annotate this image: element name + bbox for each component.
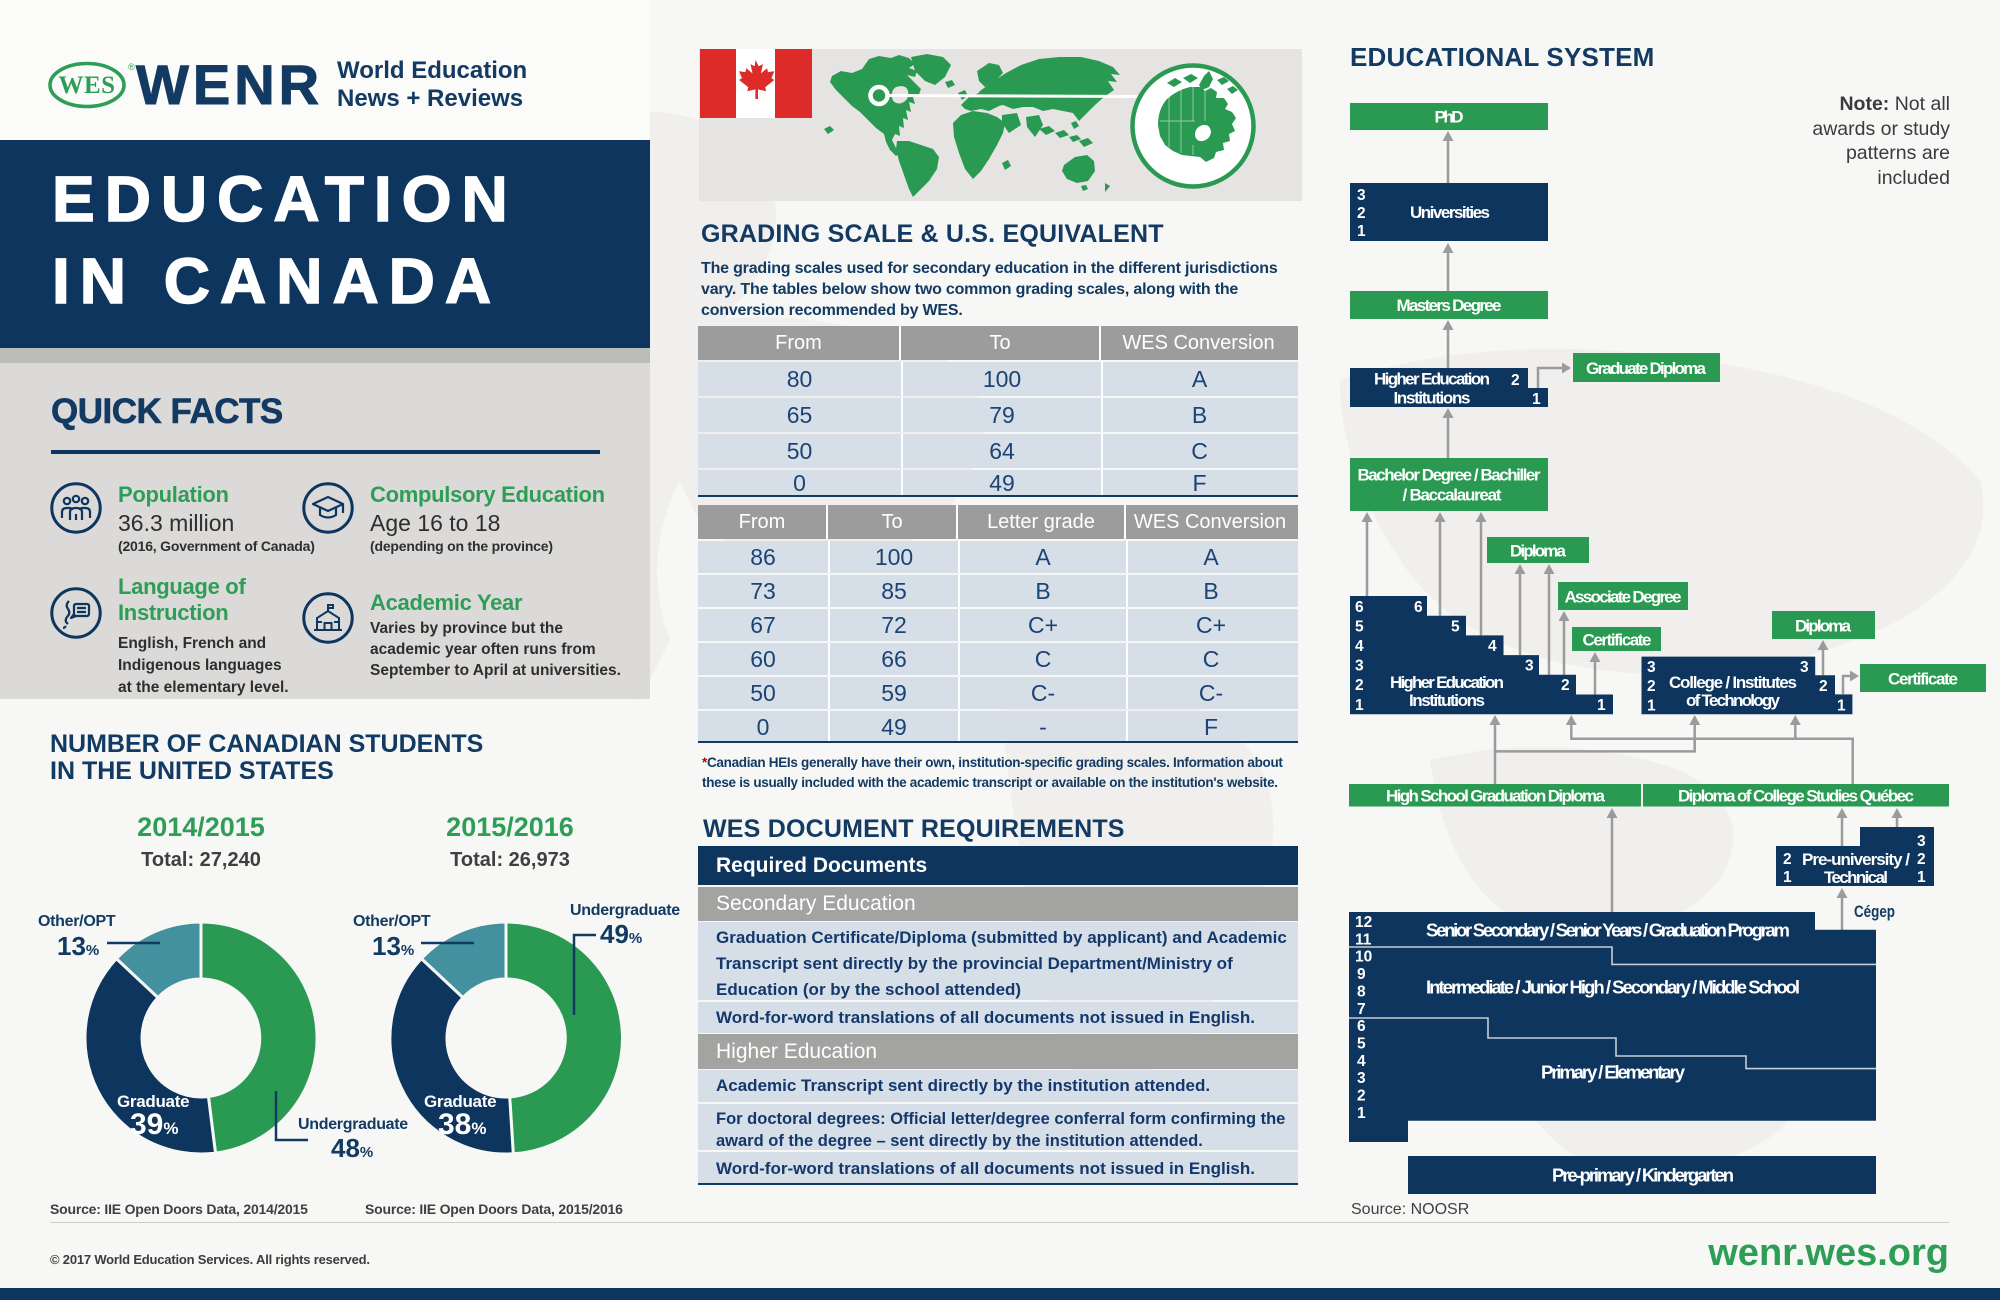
svg-text:1: 1 [1647,698,1656,715]
svg-text:High School Graduation Diploma: High School Graduation Diploma [1386,787,1606,806]
svg-text:College / Institutes: College / Institutes [1669,673,1797,692]
svg-text:Technical: Technical [1824,868,1888,887]
svg-text:Senior Secondary / Senior Year: Senior Secondary / Senior Years / Gradua… [1426,920,1790,941]
svg-text:Diploma of College Studies Qué: Diploma of College Studies Québec [1678,787,1914,806]
svg-text:Intermediate / Junior High / S: Intermediate / Junior High / Secondary /… [1426,977,1800,998]
svg-text:10: 10 [1355,949,1372,966]
svg-text:3: 3 [1917,833,1926,850]
svg-text:4: 4 [1355,638,1364,655]
svg-text:5: 5 [1355,619,1364,636]
svg-text:Pre-university /: Pre-university / [1802,850,1910,869]
svg-text:®: ® [128,62,135,72]
svg-text:Masters Degree: Masters Degree [1397,296,1502,315]
svg-text:1: 1 [1357,1105,1366,1122]
svg-text:3: 3 [1355,658,1364,675]
svg-text:1: 1 [1597,697,1606,714]
svg-text:7: 7 [1357,1001,1366,1018]
svg-text:Universities: Universities [1410,203,1490,222]
svg-text:6: 6 [1355,599,1364,616]
svg-text:Diploma: Diploma [1510,542,1567,561]
svg-text:12: 12 [1355,914,1372,931]
svg-text:5: 5 [1357,1036,1366,1053]
svg-text:2: 2 [1355,677,1364,694]
svg-text:Higher Education: Higher Education [1390,673,1504,692]
svg-text:6: 6 [1414,599,1423,616]
svg-text:Certificate: Certificate [1583,631,1652,650]
svg-text:3: 3 [1800,659,1809,676]
svg-text:1: 1 [1355,697,1364,714]
svg-text:of Technology: of Technology [1686,691,1781,710]
svg-text:2: 2 [1561,677,1570,694]
svg-text:8: 8 [1357,983,1366,1000]
svg-text:2: 2 [1819,678,1828,695]
svg-text:WES: WES [58,72,115,99]
svg-text:3: 3 [1357,1070,1366,1087]
svg-text:1: 1 [1783,869,1792,886]
svg-text:Diploma: Diploma [1795,617,1852,636]
svg-text:Associate Degree: Associate Degree [1565,588,1682,607]
svg-text:Bachelor Degree / Bachiller: Bachelor Degree / Bachiller [1358,466,1541,485]
svg-text:3: 3 [1357,187,1366,204]
svg-text:5: 5 [1451,619,1460,636]
svg-text:2: 2 [1357,205,1366,222]
svg-text:1: 1 [1532,391,1541,408]
svg-text:2: 2 [1917,851,1926,868]
svg-text:9: 9 [1357,966,1366,983]
svg-text:Pre-primary / Kindergarten: Pre-primary / Kindergarten [1552,1165,1734,1186]
svg-text:Higher Education: Higher Education [1374,370,1490,389]
svg-text:Institutions: Institutions [1394,389,1471,408]
svg-text:/ Baccalaureat: / Baccalaureat [1403,486,1502,505]
svg-text:PhD: PhD [1435,108,1464,127]
svg-text:Institutions: Institutions [1409,691,1485,710]
svg-text:1: 1 [1837,698,1846,715]
svg-text:3: 3 [1525,658,1534,675]
svg-text:1: 1 [1357,223,1366,240]
svg-text:Cégep: Cégep [1854,902,1895,921]
svg-text:Graduate Diploma: Graduate Diploma [1586,359,1707,378]
svg-text:1: 1 [1917,869,1926,886]
svg-text:2: 2 [1511,372,1520,389]
svg-text:6: 6 [1357,1018,1366,1035]
svg-text:Primary / Elementary: Primary / Elementary [1541,1062,1686,1083]
svg-text:2: 2 [1783,851,1792,868]
svg-text:2: 2 [1647,678,1656,695]
svg-text:4: 4 [1488,638,1497,655]
svg-text:11: 11 [1355,931,1372,948]
svg-text:Certificate: Certificate [1888,670,1958,689]
svg-text:4: 4 [1357,1053,1366,1070]
svg-text:3: 3 [1647,659,1656,676]
svg-text:2: 2 [1357,1088,1366,1105]
